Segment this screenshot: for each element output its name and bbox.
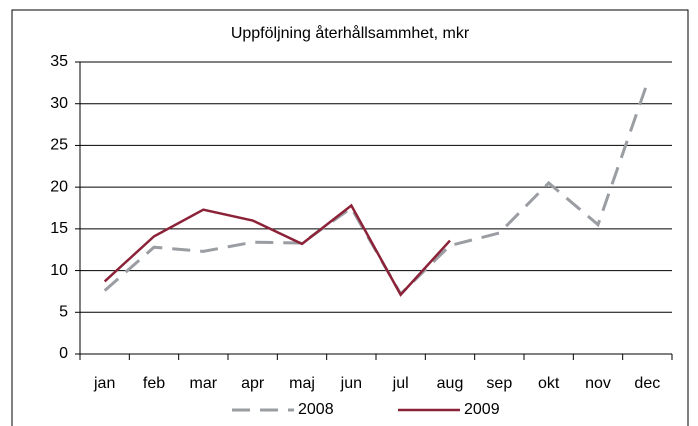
y-tick-label: 0 <box>59 345 68 362</box>
y-tick-label: 30 <box>50 95 68 112</box>
x-tick-label: nov <box>585 375 611 392</box>
x-tick-label: jul <box>392 375 409 392</box>
x-tick-label: mar <box>190 375 218 392</box>
y-tick-label: 25 <box>50 137 68 154</box>
legend-label: 2009 <box>464 401 500 418</box>
y-tick-label: 15 <box>50 220 68 237</box>
x-tick-label: dec <box>634 375 660 392</box>
x-tick-label: okt <box>538 375 560 392</box>
y-tick-label: 10 <box>50 262 68 279</box>
x-tick-label: jun <box>340 375 362 392</box>
series-line <box>103 203 451 297</box>
chart-frame <box>11 9 689 426</box>
legend-label: 2008 <box>298 401 334 418</box>
x-tick-label: maj <box>289 375 315 392</box>
y-tick-label: 35 <box>50 53 68 70</box>
x-tick-label: feb <box>143 375 165 392</box>
x-tick-label: sep <box>486 375 512 392</box>
x-tick-label: aug <box>437 375 464 392</box>
x-tick-label: jan <box>93 375 115 392</box>
chart-title: Uppföljning återhållsammhet, mkr <box>231 24 470 42</box>
y-tick-label: 5 <box>59 304 68 321</box>
x-tick-label: apr <box>241 375 265 392</box>
y-tick-label: 20 <box>50 178 68 195</box>
